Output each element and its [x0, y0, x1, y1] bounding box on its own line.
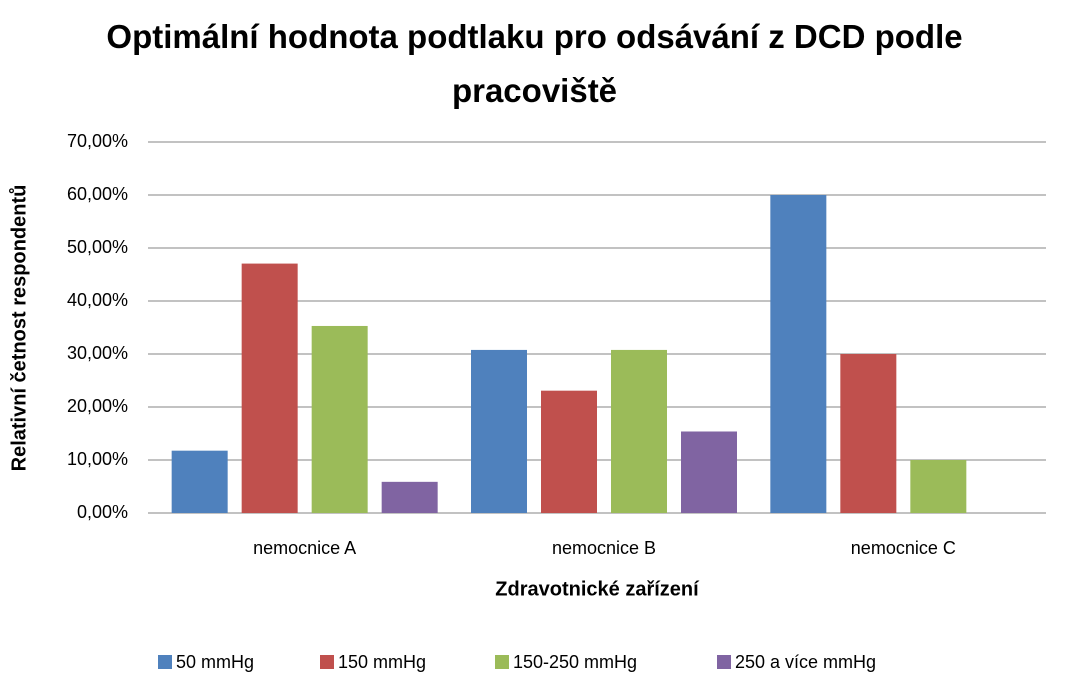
x-axis-label: Zdravotnické zařízení [495, 578, 700, 600]
y-tick-label: 20,00% [67, 396, 128, 416]
y-tick-label: 0,00% [77, 502, 128, 522]
bar [311, 325, 368, 513]
legend-swatch [495, 655, 509, 669]
legend-swatch [158, 655, 172, 669]
y-axis-label: Relativní četnost respondentů [8, 185, 30, 472]
legend-label: 50 mmHg [176, 652, 254, 672]
bar [541, 390, 597, 513]
legend-label: 150-250 mmHg [513, 652, 637, 672]
y-tick-label: 60,00% [67, 184, 128, 204]
bar [611, 349, 667, 513]
bar [910, 460, 967, 513]
bar [171, 450, 228, 513]
bar [381, 481, 438, 513]
bar [840, 354, 897, 513]
legend-swatch [717, 655, 731, 669]
bar [241, 263, 298, 513]
x-tick-label: nemocnice A [253, 538, 356, 558]
y-tick-label: 10,00% [67, 449, 128, 469]
x-tick-label: nemocnice C [851, 538, 956, 558]
y-tick-label: 30,00% [67, 343, 128, 363]
legend-label: 250 a více mmHg [735, 652, 876, 672]
y-tick-label: 70,00% [67, 131, 128, 151]
y-tick-label: 40,00% [67, 290, 128, 310]
legend-swatch [320, 655, 334, 669]
x-tick-label: nemocnice B [552, 538, 656, 558]
bar [471, 349, 527, 513]
legend-label: 150 mmHg [338, 652, 426, 672]
bar [770, 195, 827, 513]
chart-title: Optimální hodnota podtlaku pro odsávání … [106, 18, 963, 109]
y-tick-label: 50,00% [67, 237, 128, 257]
bar [681, 431, 737, 513]
title-box: Optimální hodnota podtlaku pro odsávání … [0, 10, 1069, 118]
